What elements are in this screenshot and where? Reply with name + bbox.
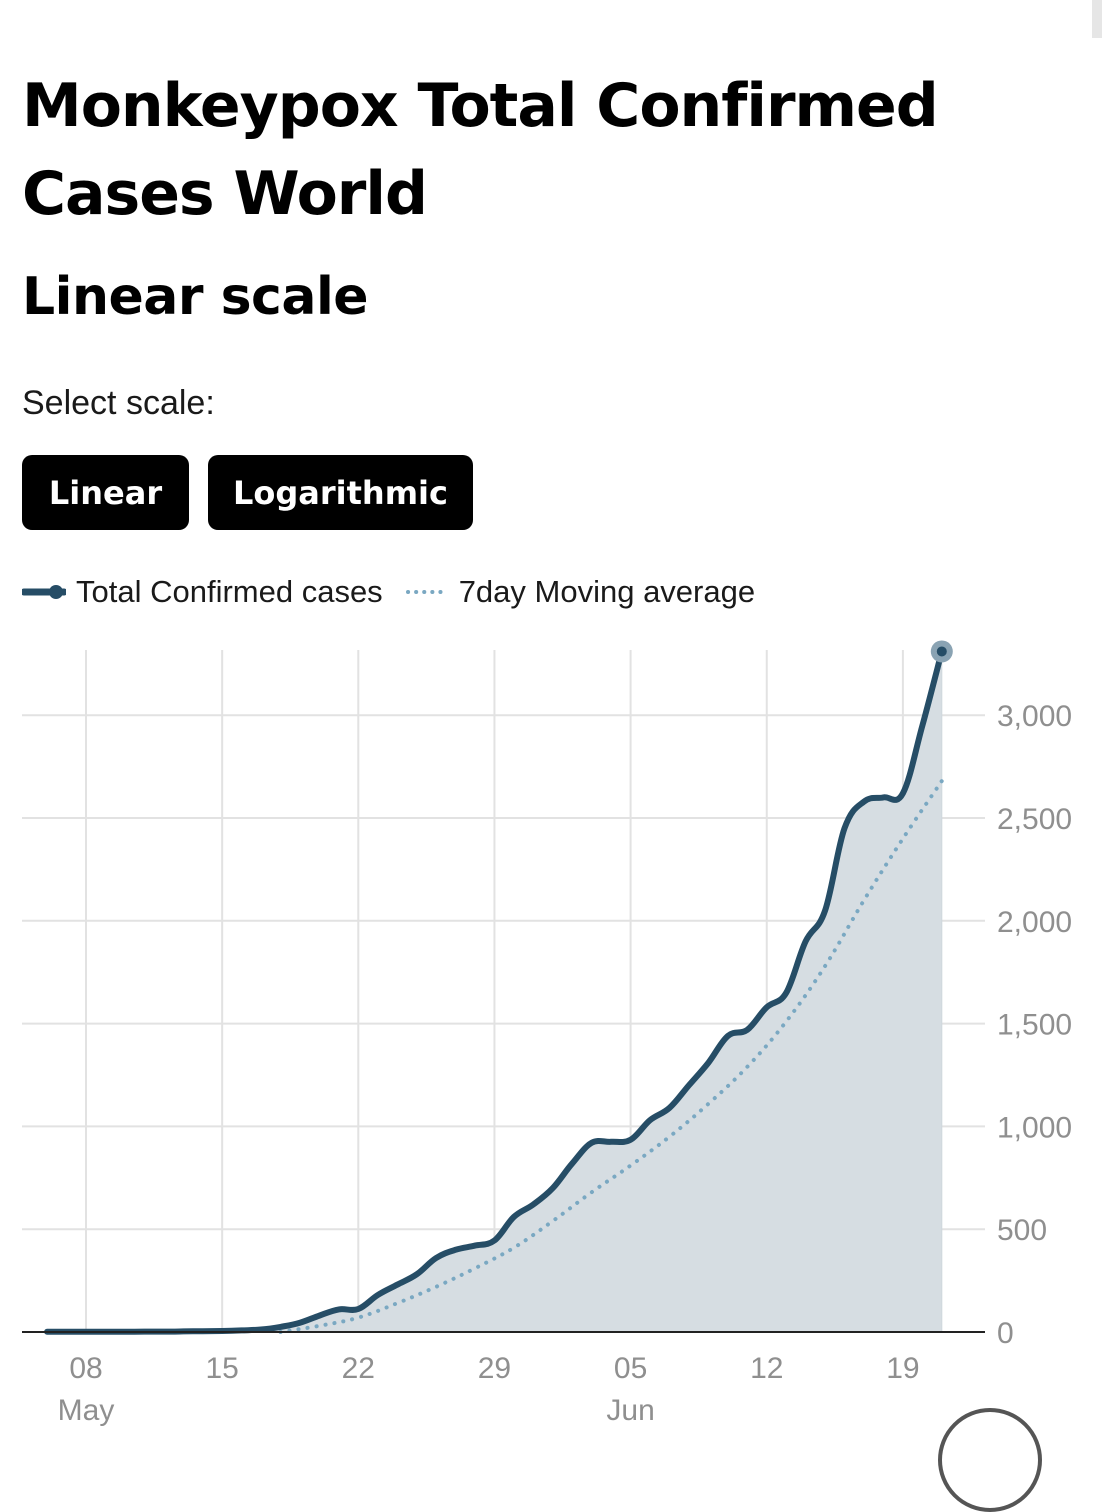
select-scale-label: Select scale: [22,384,215,422]
series-area-total-cases [47,651,942,1332]
scrollbar[interactable] [1092,0,1102,38]
x-month-label: Jun [606,1394,654,1427]
y-tick-label: 0 [997,1317,1014,1350]
series-line-moving-average [278,779,944,1334]
x-tick-label: 22 [342,1352,375,1385]
linear-scale-button[interactable]: Linear [22,455,189,530]
x-tick-label: 08 [69,1352,102,1385]
y-tick-label: 1,500 [997,1009,1072,1042]
legend-item-moving-average[interactable]: 7day Moving average [405,574,755,610]
legend-label-total-cases: Total Confirmed cases [76,574,383,609]
area-chart: 08 May 15 22 29 05 Jun 12 19 0 500 1,000 1,500 2,000 2… [22,640,1072,1427]
y-tick-label: 3,000 [997,700,1072,733]
x-tick-label: 19 [886,1352,919,1385]
y-tick-label: 2,000 [997,906,1072,939]
legend-item-total-cases[interactable]: Total Confirmed cases [22,574,383,610]
x-month-label: May [58,1394,115,1427]
chart-legend: Total Confirmed cases 7day Moving averag… [22,570,777,614]
logarithmic-scale-button[interactable]: Logarithmic [208,455,473,530]
series-end-marker-core [936,646,947,657]
circle-button-icon[interactable] [938,1408,1042,1512]
x-tick-label: 15 [205,1352,238,1385]
y-tick-label: 500 [997,1214,1047,1247]
x-tick-label: 05 [614,1352,647,1385]
solid-line-marker-icon [22,585,66,599]
legend-label-moving-average: 7day Moving average [458,574,756,609]
y-tick-label: 1,000 [997,1111,1072,1144]
y-tick-label: 2,500 [997,803,1072,836]
chart-title: Monkeypox Total Confirmed Cases World [22,71,939,229]
chart-subtitle: Linear scale [22,267,369,327]
x-tick-label: 12 [750,1352,783,1385]
dotted-line-icon [405,590,448,594]
x-tick-label: 29 [478,1352,511,1385]
